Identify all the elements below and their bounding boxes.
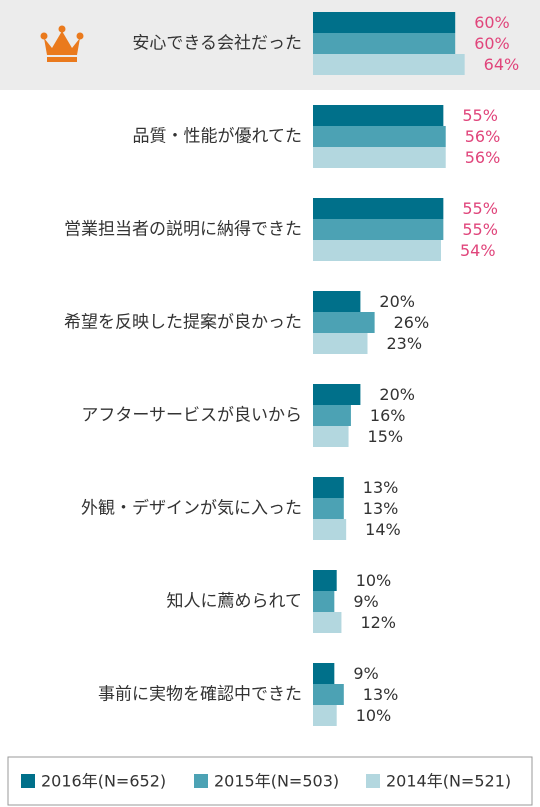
bar [313,147,446,168]
bar [313,591,335,612]
bar [313,126,446,147]
legend-box [7,756,533,806]
category-label: 安心できる会社だった [132,34,302,54]
value-label: 9% [353,664,378,683]
legend-swatch [366,774,380,788]
value-label: 26% [394,313,430,332]
value-label: 55% [462,106,498,125]
value-label: 13% [363,685,399,704]
legend-swatch [194,774,208,788]
bar [313,312,375,333]
value-label: 15% [368,427,404,446]
category-label: 希望を反映した提案が良かった [64,313,302,333]
value-label: 56% [465,148,501,167]
value-label: 60% [474,13,510,32]
value-label: 16% [370,406,406,425]
category-label: 事前に実物を確認中できた [98,685,302,705]
legend-label: 2014年(N=521) [386,772,511,791]
category-label: 品質・性能が優れてた [133,127,303,147]
value-label: 14% [365,520,401,539]
legend-label: 2015年(N=503) [214,772,339,791]
value-label: 10% [356,706,392,725]
bar [313,405,351,426]
bar [313,33,456,54]
bar [313,240,441,261]
bar [313,384,361,405]
crown-icon [40,25,84,62]
bar [313,333,368,354]
bar [313,705,337,726]
bar [313,105,444,126]
bar [313,684,344,705]
value-label: 55% [462,220,498,239]
category-label: 知人に薦められて [167,592,303,612]
bar [313,426,349,447]
value-label: 20% [379,385,415,404]
category-label: アフターサービスが良いから [81,406,302,426]
value-label: 13% [363,478,399,497]
bar [313,570,337,591]
category-label: 営業担当者の説明に納得できた [64,220,302,240]
value-label: 13% [363,499,399,518]
value-label: 23% [387,334,423,353]
bar [313,54,465,75]
value-label: 60% [474,34,510,53]
category-label: 外観・デザインが気に入った [81,498,302,519]
value-label: 9% [353,592,378,611]
value-label: 12% [360,613,396,632]
value-label: 64% [484,55,520,74]
bar [313,12,456,33]
value-label: 55% [462,199,498,218]
bar [313,498,344,519]
bar [313,198,444,219]
legend-label: 2016年(N=652) [41,772,166,791]
legend-swatch [21,774,35,788]
bar [313,219,444,240]
bar [313,519,347,540]
bar [313,612,342,633]
bar [313,477,344,498]
bar [313,291,361,312]
value-label: 56% [465,127,501,146]
value-label: 20% [379,292,415,311]
value-label: 54% [460,241,496,260]
bar [313,663,335,684]
value-label: 10% [356,571,392,590]
